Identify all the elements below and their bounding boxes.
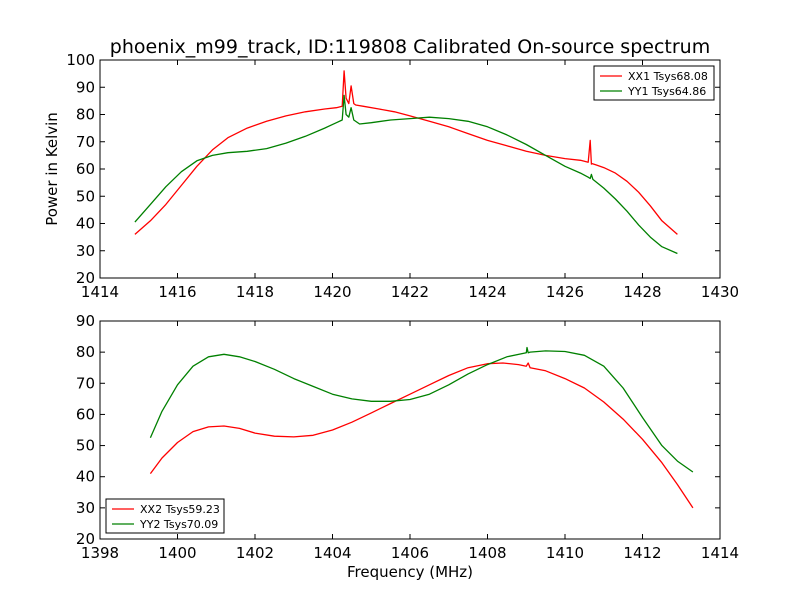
x-tick-label: 1406 (391, 544, 429, 562)
x-tick-label: 1430 (701, 283, 739, 301)
legend: XX1 Tsys68.08 YY1 Tsys64.86 (593, 65, 715, 101)
x-tick-label: 1418 (236, 283, 274, 301)
y-tick-label: 20 (76, 530, 95, 548)
y-tick-label: 30 (76, 499, 95, 517)
y-tick-label: 100 (66, 51, 95, 69)
legend-label: XX2 Tsys59.23 (140, 503, 220, 516)
y-tick-label: 70 (76, 374, 95, 392)
y-tick-label: 50 (76, 187, 95, 205)
y-tick-label: 60 (76, 160, 95, 178)
legend-label: YY1 Tsys64.86 (627, 85, 706, 98)
series-line-xx2 (149, 362, 694, 509)
y-tick-label: 60 (76, 405, 95, 423)
y-tick-label: 40 (76, 215, 95, 233)
x-tick-label: 1414 (701, 544, 739, 562)
y-tick-label: 40 (76, 468, 95, 486)
y-tick-label: 80 (76, 343, 95, 361)
y-tick-label: 30 (76, 242, 95, 260)
x-axis-title: Frequency (MHz) (347, 563, 473, 581)
y-tick-label: 80 (76, 106, 95, 124)
x-tick-label: 1398 (81, 544, 119, 562)
x-tick-label: 1416 (158, 283, 196, 301)
y-axis-title: Power in Kelvin (43, 112, 61, 226)
series-line-yy2 (149, 346, 694, 473)
x-tick-label: 1422 (391, 283, 429, 301)
y-tick-label: 90 (76, 78, 95, 96)
top-panel: 1414 1416 1418 1420 1422 1424 1426 1428 1430 20 30… (66, 51, 739, 301)
y-tick-label: 50 (76, 437, 95, 455)
x-tick-label: 1402 (236, 544, 274, 562)
legend-box (105, 498, 225, 534)
series-line-yy1 (134, 94, 678, 255)
legend-box (593, 65, 715, 101)
x-tick-label: 1420 (313, 283, 351, 301)
legend-label: YY2 Tsys70.09 (139, 518, 218, 531)
legend-label: XX1 Tsys68.08 (628, 70, 708, 83)
series-line-xx1 (134, 70, 678, 235)
y-tick-label: 20 (76, 269, 95, 287)
x-tick-label: 1400 (158, 544, 196, 562)
legend: XX2 Tsys59.23 YY2 Tsys70.09 (105, 498, 225, 534)
y-tick-label: 70 (76, 133, 95, 151)
x-tick-label: 1428 (623, 283, 661, 301)
bottom-panel: 1398 1400 1402 1404 1406 1408 1410 1412 1414 20 30… (76, 312, 739, 562)
x-tick-label: 1424 (468, 283, 506, 301)
x-tick-label: 1404 (313, 544, 351, 562)
x-tick-label: 1426 (546, 283, 584, 301)
x-tick-label: 1412 (623, 544, 661, 562)
x-tick-label: 1410 (546, 544, 584, 562)
y-tick-label: 90 (76, 312, 95, 330)
figure-title: phoenix_m99_track, ID:119808 Calibrated … (110, 36, 710, 58)
x-tick-label: 1414 (81, 283, 119, 301)
x-tick-label: 1408 (468, 544, 506, 562)
